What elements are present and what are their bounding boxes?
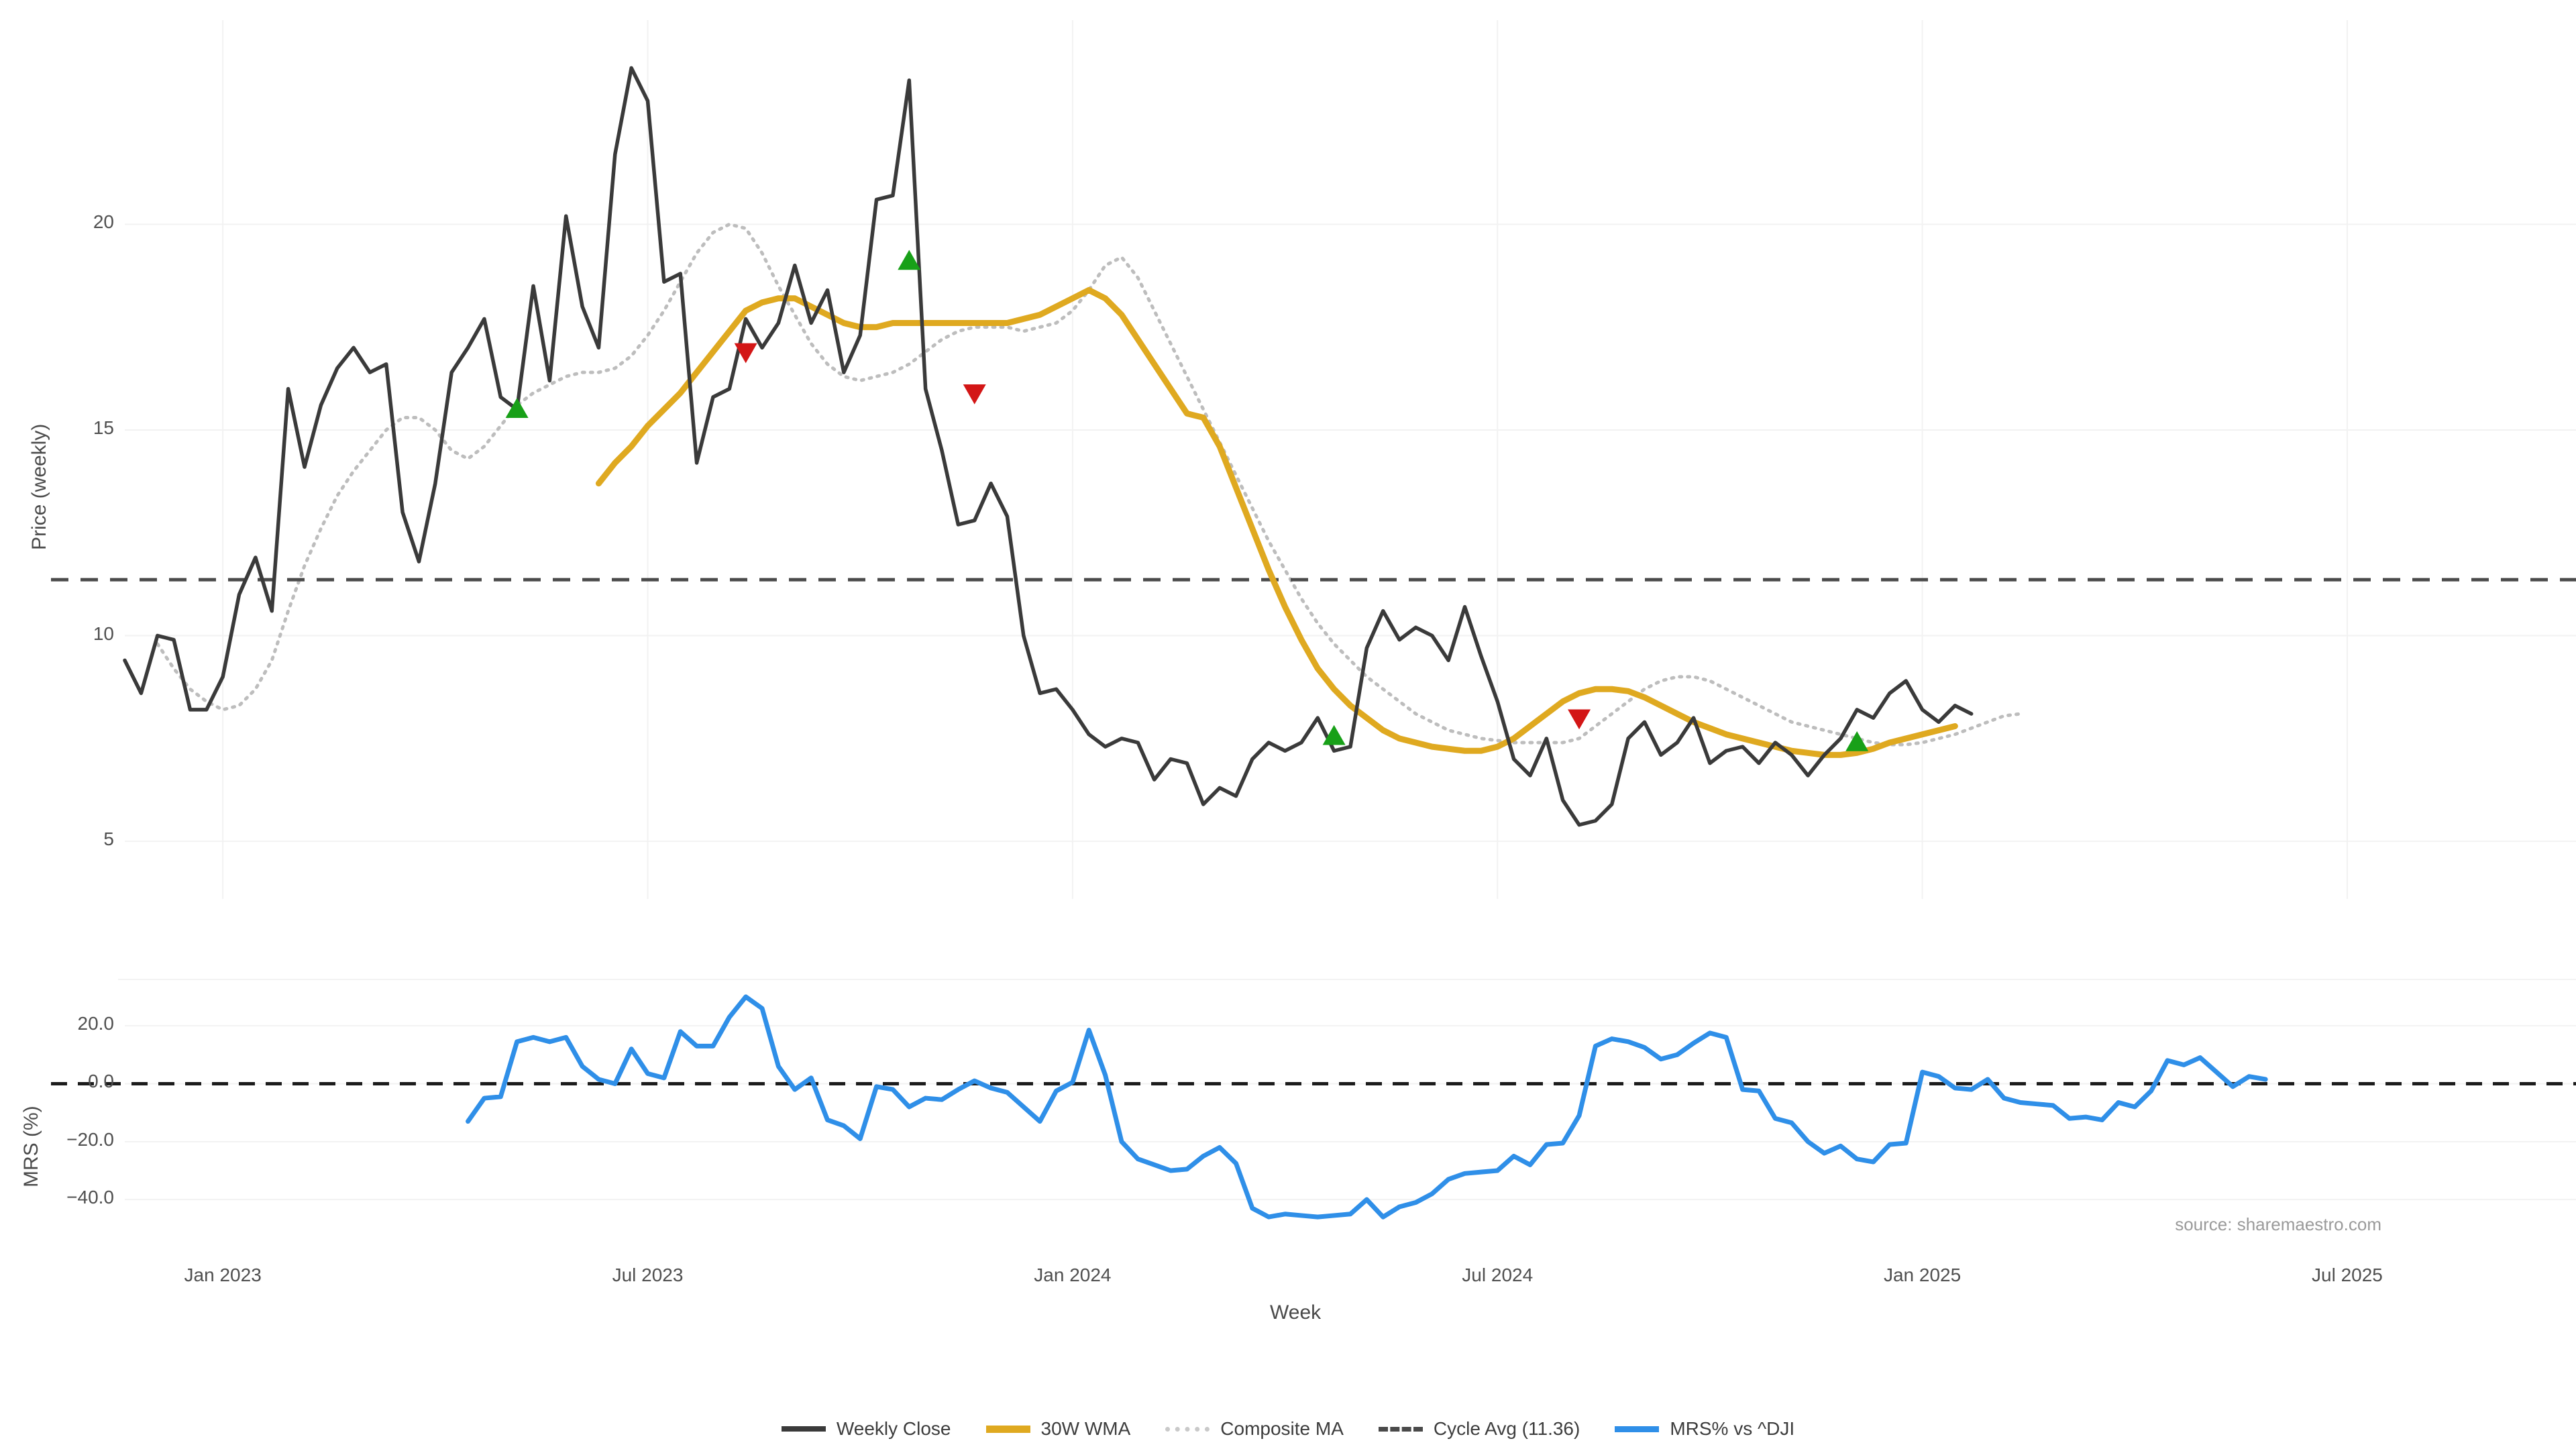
weekly-close-line-icon (781, 1426, 826, 1432)
legend-item-composite-ma[interactable]: Composite MA (1165, 1418, 1344, 1440)
legend-label: Composite MA (1220, 1418, 1344, 1439)
legend-item-30w-wma[interactable]: 30W WMA (985, 1418, 1131, 1440)
composite-ma-line-icon (1165, 1426, 1210, 1432)
x-tick: Jan 2023 (184, 1265, 262, 1285)
x-tick: Jul 2025 (2312, 1265, 2383, 1285)
buy-signal-marker (898, 250, 921, 270)
cycle-avg-line-icon (1378, 1426, 1423, 1432)
legend-label: MRS% vs ^DJI (1670, 1418, 1795, 1439)
wma-line (595, 286, 1958, 758)
x-tick: Jan 2025 (1883, 1265, 1962, 1285)
mrs-plot (0, 966, 2576, 1315)
x-axis-label: Week (1270, 1301, 1322, 1324)
sell-signal-marker (963, 384, 986, 405)
mrs-y-tick: 20.0 (77, 1013, 115, 1034)
mrs-line (466, 994, 2268, 1220)
price-y-axis-label: Price (weekly) (28, 423, 50, 550)
mrs-y-tick: −20.0 (66, 1128, 114, 1150)
mrs-y-tick: 0.0 (88, 1071, 114, 1092)
mrs-y-tick: −40.0 (66, 1187, 114, 1208)
legend-label: Weekly Close (836, 1418, 951, 1439)
sell-signal-marker (1568, 709, 1591, 730)
buy-signal-marker (505, 398, 529, 419)
plot-background (0, 0, 2576, 939)
price-y-tick: 10 (93, 623, 114, 644)
price-y-tick: 5 (103, 828, 114, 850)
legend-item-weekly-close[interactable]: Weekly Close (781, 1418, 951, 1440)
buy-signal-marker (1845, 731, 1869, 751)
legend-label: Cycle Avg (11.36) (1433, 1418, 1580, 1439)
source-watermark: source: sharemaestro.com (2175, 1214, 2381, 1234)
x-tick: Jan 2024 (1034, 1265, 1112, 1285)
mrs-line-icon (1615, 1426, 1660, 1432)
weekly-close-line (123, 66, 1974, 827)
sell-signal-marker (734, 343, 757, 364)
price-y-tick: 15 (93, 417, 114, 438)
price-y-tick: 20 (93, 211, 114, 233)
buy-signal-marker (1322, 724, 1346, 745)
x-tick: Jul 2024 (1462, 1265, 1534, 1285)
legend-label: 30W WMA (1040, 1418, 1131, 1439)
legend-item-cycle-avg[interactable]: Cycle Avg (11.36) (1378, 1418, 1580, 1440)
price-plot (0, 0, 2576, 939)
chart-legend: Weekly Close 30W WMA Composite MA Cycle … (0, 1409, 2576, 1449)
legend-item-mrs[interactable]: MRS% vs ^DJI (1615, 1418, 1794, 1440)
plot-background (0, 966, 2576, 1315)
x-tick: Jul 2023 (612, 1265, 684, 1285)
wma-line-icon (985, 1425, 1030, 1433)
